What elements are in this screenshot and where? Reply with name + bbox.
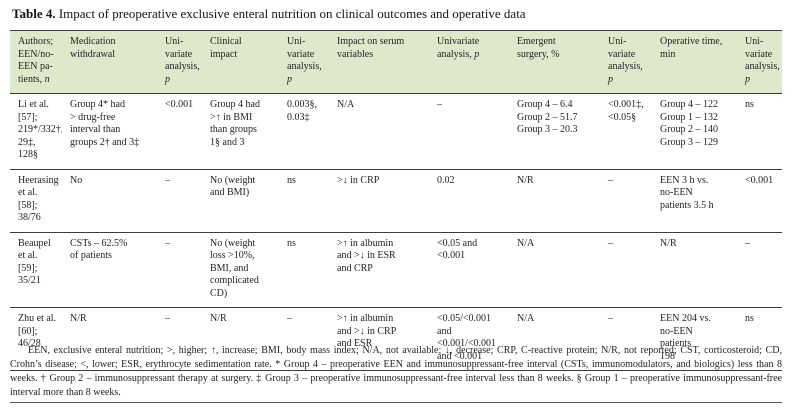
cell-emergent-surgery: N/R [509, 169, 600, 233]
cell-authors: Heerasing et al. [58]; 38/76 [10, 169, 62, 233]
cell-medication: N/R [62, 307, 157, 371]
cell-p3: <0.05/<0.001 and <0.001/<0.001 and <0.00… [429, 307, 509, 371]
cell-clinical-impact: No (weight and BMI) [202, 169, 279, 233]
bottom-divider [10, 402, 782, 403]
col-header-univariate-p-2: Uni- variate analysis, p [279, 30, 329, 94]
cell-authors: Li et al. [57]; 219*/332†, 29‡, 128§ [10, 93, 62, 170]
cell-p2: – [279, 307, 329, 371]
table-caption: Impact of preoperative exclusive enteral… [55, 6, 526, 21]
cell-operative-time: N/R [652, 232, 737, 308]
cell-medication: No [62, 169, 157, 233]
col-header-univariate-p-1: Uni- variate analysis, p [157, 30, 202, 94]
cell-operative-time: EEN 204 vs. no-EEN patients 198 [652, 307, 737, 371]
col-header-univariate-p-5: Uni- variate analysis, p [737, 30, 782, 94]
col-header-univariate-p-4: Uni- variate analysis, p [600, 30, 652, 94]
cell-clinical-impact: N/R [202, 307, 279, 371]
cell-clinical-impact: No (weight loss >10%, BMI, and complicat… [202, 232, 279, 308]
cell-clinical-impact: Group 4 had >↑ in BMI than groups 1§ and… [202, 93, 279, 170]
col-header-clinical-impact: Clinical impact [202, 30, 279, 94]
cell-p4: <0.001‡, <0.05§ [600, 93, 652, 170]
cell-serum: N/A [329, 93, 429, 170]
cell-authors: Zhu et al. [60]; 46/28 [10, 307, 62, 371]
header-row: Authors; EEN/no- EEN pa- tients, n Medic… [10, 30, 782, 94]
cell-p3: 0.02 [429, 169, 509, 233]
table-footnote: EEN, exclusive enteral nutrition; >, hig… [10, 345, 782, 398]
cell-emergent-surgery: Group 4 – 6.4 Group 2 – 51.7 Group 3 – 2… [509, 93, 600, 170]
cell-emergent-surgery: N/A [509, 307, 600, 371]
col-header-serum-variables: Impact on serum variables [329, 30, 429, 94]
cell-p3: – [429, 93, 509, 170]
table-row-beaupel: Beaupel et al. [59]; 35/21 CSTs – 62.5% … [10, 232, 782, 308]
cell-p2: 0.003§, 0.03‡ [279, 93, 329, 170]
cell-operative-time: EEN 3 h vs. no-EEN patients 3.5 h [652, 169, 737, 233]
cell-medication: CSTs – 62.5% of patients [62, 232, 157, 308]
cell-p2: ns [279, 232, 329, 308]
cell-serum: >↑ in albumin and >↓ in ESR and CRP [329, 232, 429, 308]
cell-medication: Group 4* had > drug-free interval than g… [62, 93, 157, 170]
cell-p4: – [600, 169, 652, 233]
col-header-univariate-p-3: Univariate analysis, p [429, 30, 509, 94]
cell-p1: <0.001 [157, 93, 202, 170]
cell-p1: – [157, 307, 202, 371]
col-header-authors: Authors; EEN/no- EEN pa- tients, n [10, 30, 62, 94]
cell-operative-time: Group 4 – 122 Group 1 – 132 Group 2 – 14… [652, 93, 737, 170]
cell-serum: >↑ in albumin and >↓ in CRP and ESR [329, 307, 429, 371]
table-row-zhu: Zhu et al. [60]; 46/28 N/R – N/R – >↑ in… [10, 307, 782, 371]
table-row-heerasing: Heerasing et al. [58]; 38/76 No – No (we… [10, 169, 782, 233]
cell-p5: – [737, 232, 782, 308]
col-header-operative-time: Operative time, min [652, 30, 737, 94]
table-title: Table 4. Impact of preoperative exclusiv… [12, 6, 782, 22]
cell-p4: – [600, 307, 652, 371]
cell-p1: – [157, 169, 202, 233]
cell-p5: <0.001 [737, 169, 782, 233]
cell-p1: – [157, 232, 202, 308]
cell-p2: ns [279, 169, 329, 233]
col-header-emergent-surgery: Emergent surgery, % [509, 30, 600, 94]
cell-emergent-surgery: N/A [509, 232, 600, 308]
table-row-li: Li et al. [57]; 219*/332†, 29‡, 128§ Gro… [10, 93, 782, 170]
cell-p3: <0.05 and <0.001 [429, 232, 509, 308]
col-header-medication-withdrawal: Medication withdrawal [62, 30, 157, 94]
cell-p5: ns [737, 93, 782, 170]
data-table: Authors; EEN/no- EEN pa- tients, n Medic… [10, 30, 782, 371]
cell-p4: – [600, 232, 652, 308]
table-number: Table 4. [12, 6, 56, 21]
cell-p5: ns [737, 307, 782, 371]
cell-serum: >↓ in CRP [329, 169, 429, 233]
cell-authors: Beaupel et al. [59]; 35/21 [10, 232, 62, 308]
